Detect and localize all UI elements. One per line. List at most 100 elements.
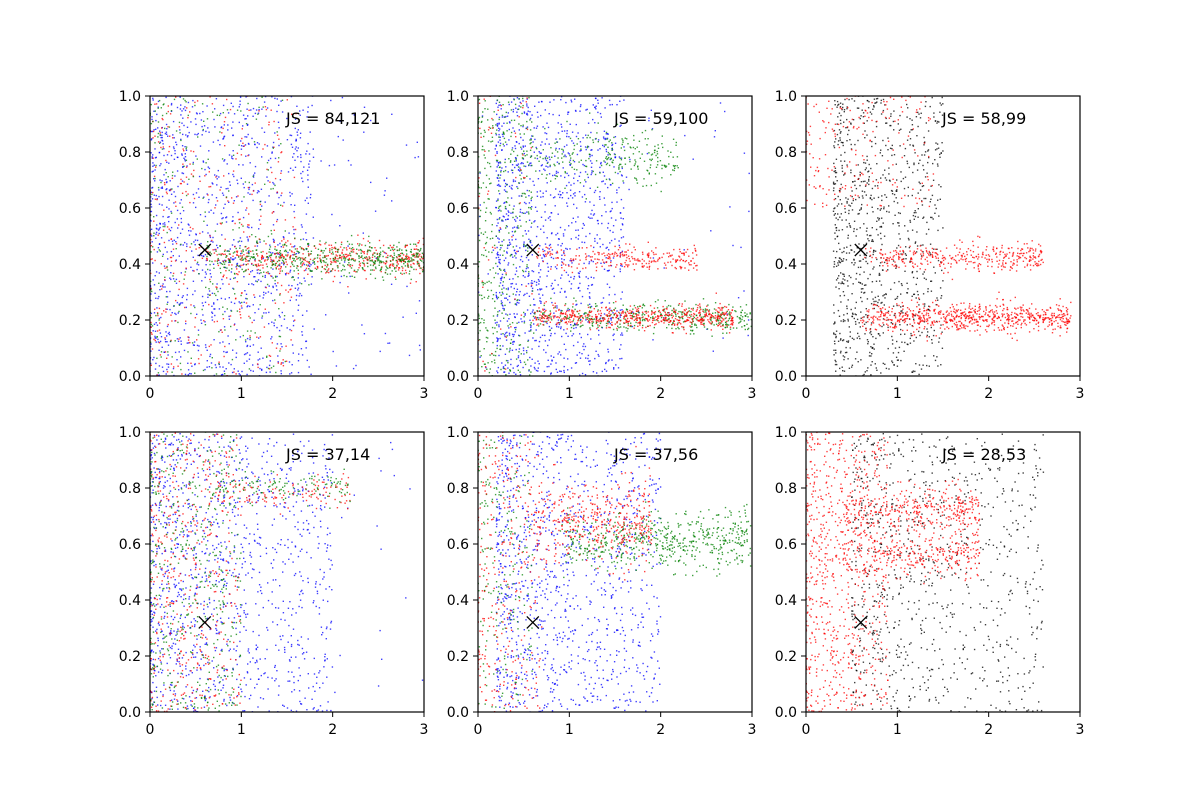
data-point [501, 125, 503, 127]
data-point [238, 144, 240, 146]
data-point [185, 250, 187, 252]
data-point [166, 303, 168, 305]
data-point [234, 257, 237, 259]
data-point [574, 362, 577, 364]
data-point [232, 170, 235, 172]
data-point [500, 294, 502, 296]
data-point [405, 272, 407, 274]
data-point [233, 302, 236, 305]
data-point [272, 211, 275, 213]
data-point [249, 317, 251, 319]
data-point [260, 280, 262, 283]
data-point [677, 167, 679, 169]
data-point [611, 144, 613, 147]
data-point [310, 373, 312, 375]
data-point [255, 109, 258, 111]
data-point [550, 180, 552, 182]
data-point [247, 133, 249, 136]
data-point [209, 185, 212, 188]
data-point [238, 218, 240, 221]
data-point [599, 112, 602, 115]
data-point [505, 201, 507, 203]
data-point [268, 255, 271, 257]
data-point [150, 341, 152, 343]
data-point [511, 147, 514, 149]
data-point [281, 262, 283, 264]
data-point [181, 153, 183, 155]
data-point [209, 235, 211, 237]
data-point [238, 256, 240, 258]
data-point [530, 191, 532, 193]
data-point [217, 247, 219, 249]
data-point [265, 286, 267, 289]
data-point [634, 163, 636, 165]
data-point [614, 142, 617, 144]
data-point [250, 330, 252, 332]
data-point [279, 293, 281, 295]
data-point [513, 249, 516, 251]
data-point [406, 244, 408, 247]
data-point [151, 258, 153, 260]
data-point [185, 134, 187, 136]
data-point [616, 201, 618, 203]
data-point [527, 267, 529, 269]
data-point [405, 258, 407, 260]
data-point [544, 320, 546, 323]
data-point [182, 163, 184, 165]
data-point [592, 118, 594, 121]
data-point [297, 257, 299, 260]
data-point [713, 324, 715, 326]
data-point [515, 141, 518, 143]
data-point [522, 349, 525, 352]
data-point [349, 275, 351, 278]
data-point [279, 242, 281, 245]
data-point [165, 311, 167, 313]
data-point [271, 259, 273, 262]
data-point [228, 154, 231, 156]
data-point [544, 169, 546, 172]
data-point [583, 164, 586, 167]
data-point [251, 234, 253, 236]
data-point [322, 256, 324, 259]
data-point [422, 270, 424, 273]
data-point [496, 184, 499, 186]
data-point [580, 302, 582, 305]
data-point [293, 210, 295, 213]
data-point [247, 305, 249, 307]
data-point [565, 184, 568, 187]
data-point [162, 118, 164, 121]
data-point [498, 183, 500, 186]
data-point [223, 355, 225, 358]
data-point [618, 240, 620, 242]
data-point [294, 204, 296, 206]
data-point [404, 269, 407, 272]
data-point [582, 324, 584, 326]
data-point [185, 159, 188, 161]
data-point [496, 99, 499, 101]
data-point [415, 248, 418, 250]
data-point [178, 303, 180, 305]
data-point [289, 249, 291, 251]
data-point [732, 306, 734, 308]
data-point [401, 258, 403, 260]
data-point [526, 175, 528, 177]
data-point [564, 229, 566, 231]
data-point [281, 99, 284, 101]
data-point [611, 142, 613, 144]
data-point [274, 302, 277, 304]
data-point [650, 159, 652, 162]
data-point [524, 245, 527, 248]
data-point [546, 262, 549, 265]
data-point [307, 106, 309, 108]
data-point [155, 237, 157, 239]
data-point [265, 271, 268, 274]
data-point [564, 303, 567, 305]
data-point [400, 272, 402, 274]
data-point [159, 223, 161, 225]
data-point [726, 313, 728, 315]
data-point [569, 259, 571, 262]
data-point [295, 112, 297, 115]
data-point [171, 177, 174, 179]
data-point [197, 188, 200, 190]
data-point [595, 305, 597, 308]
